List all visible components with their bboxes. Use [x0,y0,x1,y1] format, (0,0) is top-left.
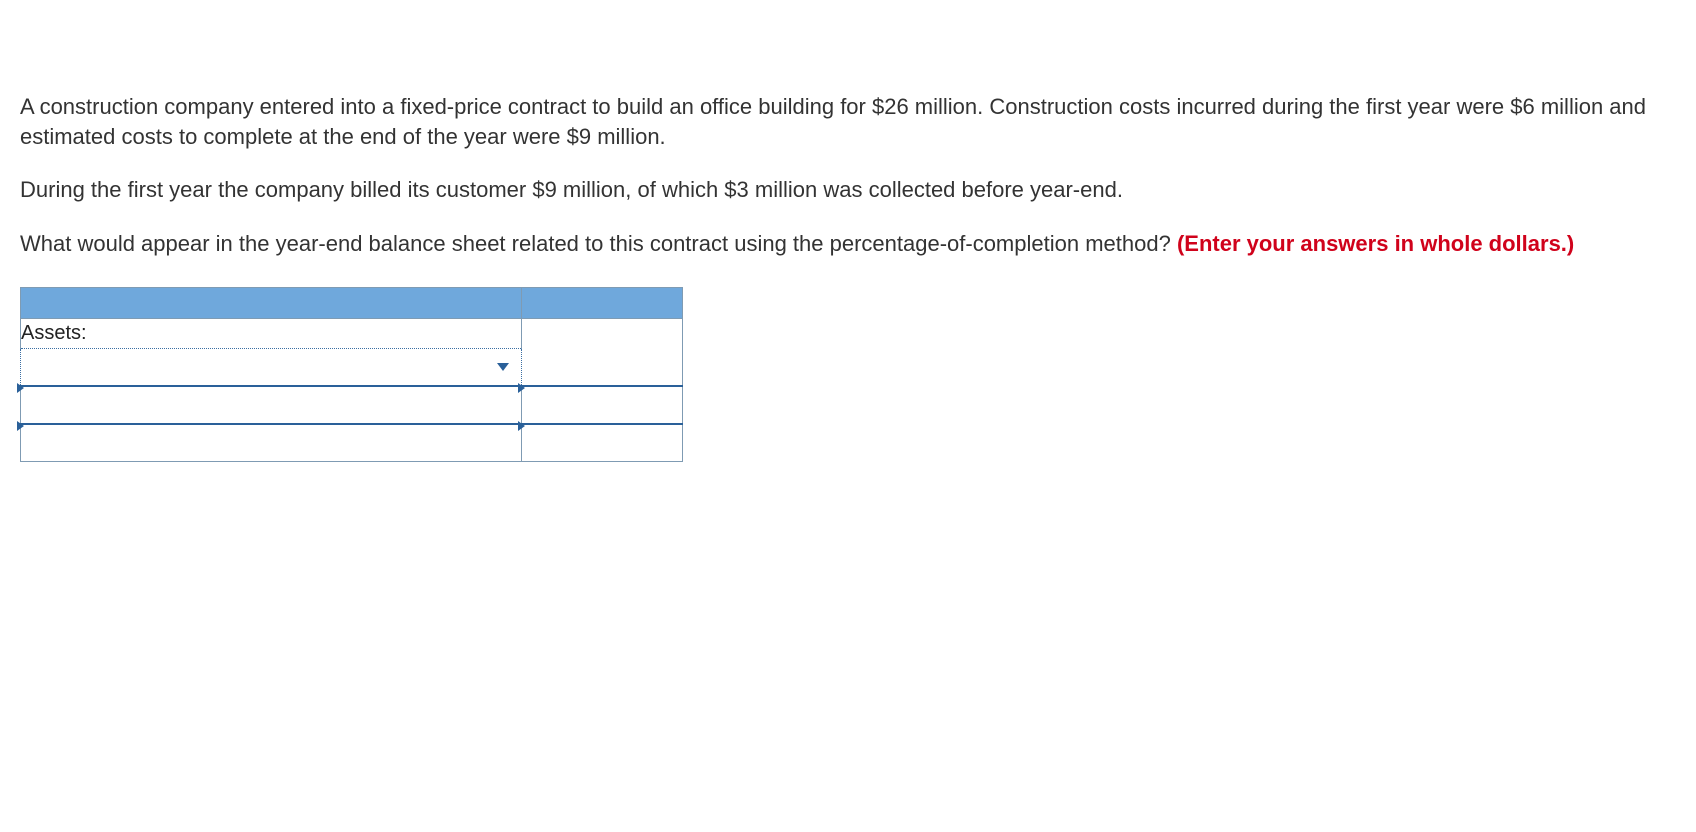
header-cell-right [522,287,683,318]
input-cell-2-right[interactable] [522,424,683,462]
paragraph-3-text: What would appear in the year-end balanc… [20,231,1177,256]
assets-value-cell [522,318,683,349]
instruction-bold: (Enter your answers in whole dollars.) [1177,231,1574,256]
header-cell-left [21,287,522,318]
chevron-down-icon [497,363,509,371]
input-cell-1-left[interactable] [21,386,522,424]
balance-sheet-table: Assets: [20,287,683,463]
question-page: A construction company entered into a fi… [0,0,1696,482]
paragraph-3: What would appear in the year-end balanc… [20,229,1676,259]
dropdown-value-cell[interactable] [522,349,683,387]
dropdown-row [21,349,683,387]
paragraph-2: During the first year the company billed… [20,175,1676,205]
input-cell-2-left[interactable] [21,424,522,462]
row-marker-icon [518,383,525,393]
row-marker-icon [17,421,24,431]
paragraph-1: A construction company entered into a fi… [20,92,1676,151]
input-cell-1-right[interactable] [522,386,683,424]
header-row [21,287,683,318]
assets-row: Assets: [21,318,683,349]
row-marker-icon [518,421,525,431]
account-dropdown[interactable] [23,352,513,382]
input-row-1 [21,386,683,424]
assets-label-cell: Assets: [21,318,522,349]
balance-sheet-table-wrap: Assets: [20,287,1676,463]
input-row-2 [21,424,683,462]
row-marker-icon [17,383,24,393]
account-dropdown-cell[interactable] [21,349,522,387]
